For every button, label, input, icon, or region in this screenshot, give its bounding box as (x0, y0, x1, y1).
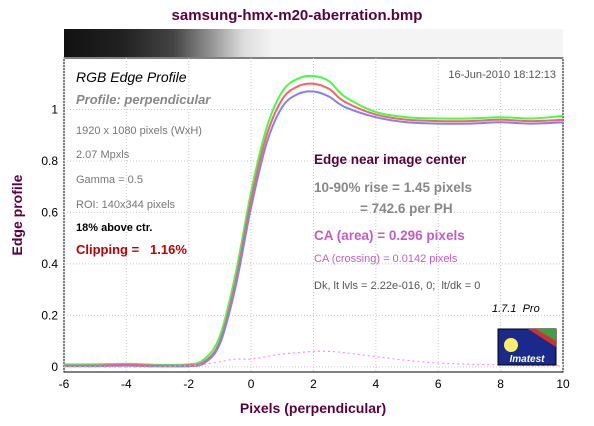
imatest-logo: Imatest (497, 328, 557, 366)
y-tick-label: 0.8 (41, 154, 58, 168)
x-tick-label: 6 (435, 377, 442, 391)
x-ticks: -6 -4 -2 0 2 4 6 8 10 (59, 377, 570, 391)
series-layer (63, 74, 564, 368)
x-tick-label: 4 (373, 377, 380, 391)
ca-area-text: CA (area) = 0.296 pixels (314, 228, 465, 243)
ca-crossing-text: CA (crossing) = 0.0142 pixels (314, 253, 458, 265)
x-tick-label: -2 (183, 377, 194, 391)
info-roi: ROI: 140x344 pixels (76, 199, 176, 211)
logo-text: Imatest (509, 354, 545, 365)
series-line-3 (64, 350, 564, 368)
clipping-text: Clipping = 1.16% (76, 242, 187, 257)
panel-subheading: Profile: perpendicular (76, 92, 211, 107)
grid-lines (63, 58, 564, 372)
info-gamma: Gamma = 0.5 (76, 174, 143, 186)
version-text: 1.7.1 Pro (492, 303, 540, 315)
y-ticks: 0 0.2 0.4 0.6 0.8 1 (41, 102, 58, 373)
y-tick-label: 0 (51, 360, 58, 374)
series-line-2 (63, 90, 564, 368)
edge-gradient-strip (64, 29, 563, 57)
x-tick-label: 10 (556, 377, 570, 391)
x-tick-label: 8 (497, 377, 504, 391)
info-resolution: 1920 x 1080 pixels (WxH) (76, 125, 202, 137)
x-tick-label: -6 (59, 377, 70, 391)
chart-title: samsung-hmx-m20-aberration.bmp (172, 7, 423, 24)
y-tick-label: 0.4 (41, 257, 58, 271)
info-mpxls: 2.07 Mpxls (76, 149, 130, 161)
edge-heading: Edge near image center (314, 152, 467, 167)
x-axis-label: Pixels (perpendicular) (240, 400, 386, 416)
x-tick-label: 0 (248, 377, 255, 391)
y-tick-label: 0.2 (41, 308, 58, 322)
info-location: 18% above ctr. (76, 222, 152, 234)
y-tick-label: 0.6 (41, 205, 58, 219)
y-axis-label: Edge profile (9, 174, 25, 255)
dk-text: Dk, lt lvls = 2.22e-016, 0; lt/dk = 0 (314, 280, 480, 292)
x-tick-label: 2 (310, 377, 317, 391)
per-ph-text: = 742.6 per PH (360, 201, 453, 216)
y-tick-label: 1 (51, 102, 58, 116)
rise-text: 10-90% rise = 1.45 pixels (314, 180, 472, 195)
panel-heading: RGB Edge Profile (76, 69, 187, 85)
x-tick-label: -4 (121, 377, 132, 391)
timestamp: 16-Jun-2010 18:12:13 (448, 69, 556, 81)
